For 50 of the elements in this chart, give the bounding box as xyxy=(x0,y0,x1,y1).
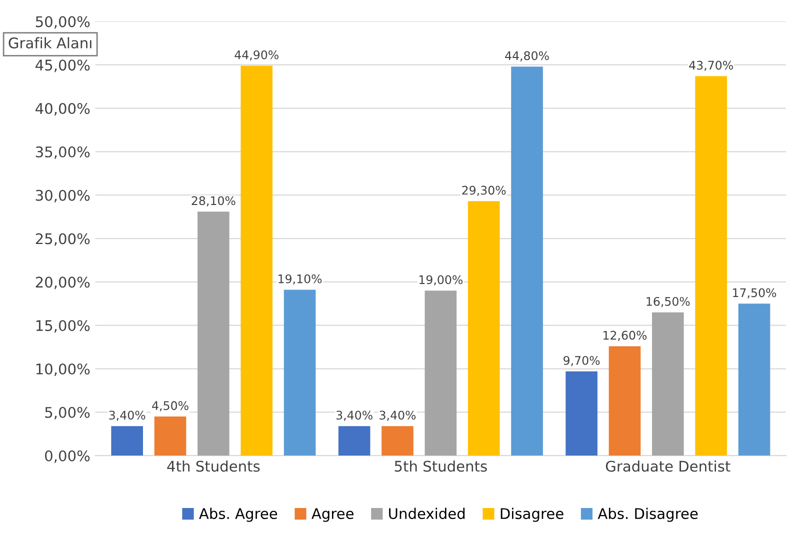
bar xyxy=(338,426,370,456)
data-label: 3,40% xyxy=(380,410,416,421)
legend-label: Abs. Disagree xyxy=(598,508,698,522)
data-label: 3,40% xyxy=(109,410,146,421)
data-label: 29,30% xyxy=(462,186,506,196)
legend-label: Disagree xyxy=(500,508,564,522)
bar xyxy=(468,201,500,456)
bar xyxy=(511,66,543,456)
y-tick-label: 20,00% xyxy=(36,276,90,290)
legend-label: Abs. Agree xyxy=(199,508,278,522)
bar xyxy=(382,426,414,456)
legend-label: Undexided xyxy=(389,508,465,520)
bar xyxy=(111,426,143,456)
bar xyxy=(154,416,186,456)
data-label: 28,10% xyxy=(192,196,236,206)
bar xyxy=(240,66,273,456)
y-tick-label: 25,00% xyxy=(36,233,90,246)
bar xyxy=(198,212,230,456)
text: Grafik Alanı xyxy=(8,37,92,48)
bar xyxy=(608,346,641,456)
y-tick-label: 10,00% xyxy=(36,363,90,376)
bar xyxy=(738,304,770,456)
data-label: 44,90% xyxy=(234,50,278,60)
data-label: 19,10% xyxy=(278,274,322,284)
y-tick-label: 45,00% xyxy=(36,60,90,72)
bar xyxy=(695,76,727,456)
data-label: 43,70% xyxy=(689,60,733,71)
y-tick-label: 5,00% xyxy=(45,406,90,420)
data-label: 16,50% xyxy=(646,296,690,308)
y-tick-label: 30,00% xyxy=(36,190,90,202)
bar xyxy=(652,312,684,456)
data-label: 12,60% xyxy=(604,330,647,341)
data-label: 3,40% xyxy=(336,410,372,421)
y-tick-label: 15,00% xyxy=(36,320,90,333)
x-tick-label: Graduate Dentist xyxy=(606,460,730,472)
x-tick-label: 4th Students xyxy=(167,460,260,472)
data-label: 19,00% xyxy=(419,275,463,286)
y-tick-label: 35,00% xyxy=(36,146,90,159)
y-tick-label: 0,00% xyxy=(45,450,90,463)
y-tick-label: 40,00% xyxy=(36,102,90,116)
data-label: 44,80% xyxy=(505,51,549,62)
data-label: 17,50% xyxy=(733,288,776,298)
bar xyxy=(566,371,598,456)
legend-label: Agree xyxy=(312,508,354,522)
y-tick-label: 50,00% xyxy=(36,16,90,29)
bar xyxy=(284,290,316,456)
data-label: 4,50% xyxy=(152,401,188,412)
data-label: 9,70% xyxy=(564,356,600,366)
bar xyxy=(424,290,457,456)
x-tick-label: 5th Students xyxy=(394,460,487,472)
